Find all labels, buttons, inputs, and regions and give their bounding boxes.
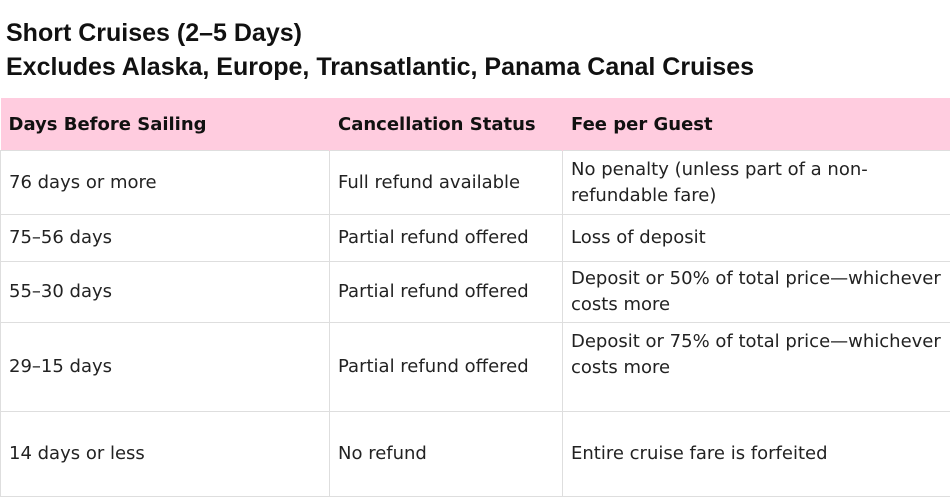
- table-row: 55–30 days Partial refund offered Deposi…: [0, 261, 950, 323]
- days-cell: 14 days or less: [0, 411, 330, 497]
- status-cell: No refund: [329, 411, 563, 497]
- days-cell: 55–30 days: [0, 261, 330, 323]
- page-title-block: Short Cruises (2–5 Days) Excludes Alaska…: [6, 16, 754, 84]
- days-cell: 76 days or more: [0, 150, 330, 215]
- table-row: 29–15 days Partial refund offered Deposi…: [0, 322, 950, 412]
- column-header-days: Days Before Sailing: [0, 98, 330, 151]
- column-header-fee: Fee per Guest: [562, 98, 950, 151]
- table-row: 14 days or less No refund Entire cruise …: [0, 411, 950, 497]
- table-header-row: Days Before Sailing Cancellation Status …: [0, 98, 950, 151]
- page-subtitle: Excludes Alaska, Europe, Transatlantic, …: [6, 53, 754, 81]
- fee-cell: Loss of deposit: [562, 214, 950, 262]
- fee-cell: No penalty (unless part of a non-refunda…: [562, 150, 950, 215]
- table-row: 76 days or more Full refund available No…: [0, 150, 950, 215]
- status-cell: Partial refund offered: [329, 214, 563, 262]
- fee-cell: Entire cruise fare is forfeited: [562, 411, 950, 497]
- fee-cell: Deposit or 50% of total price—whichever …: [562, 261, 950, 323]
- column-header-status: Cancellation Status: [329, 98, 563, 151]
- status-cell: Partial refund offered: [329, 322, 563, 412]
- page-title: Short Cruises (2–5 Days): [6, 19, 302, 47]
- fee-cell: Deposit or 75% of total price—whichever …: [562, 322, 950, 412]
- cancellation-policy-table: Days Before Sailing Cancellation Status …: [0, 98, 950, 497]
- days-cell: 75–56 days: [0, 214, 330, 262]
- status-cell: Full refund available: [329, 150, 563, 215]
- days-cell: 29–15 days: [0, 322, 330, 412]
- table-row: 75–56 days Partial refund offered Loss o…: [0, 214, 950, 262]
- status-cell: Partial refund offered: [329, 261, 563, 323]
